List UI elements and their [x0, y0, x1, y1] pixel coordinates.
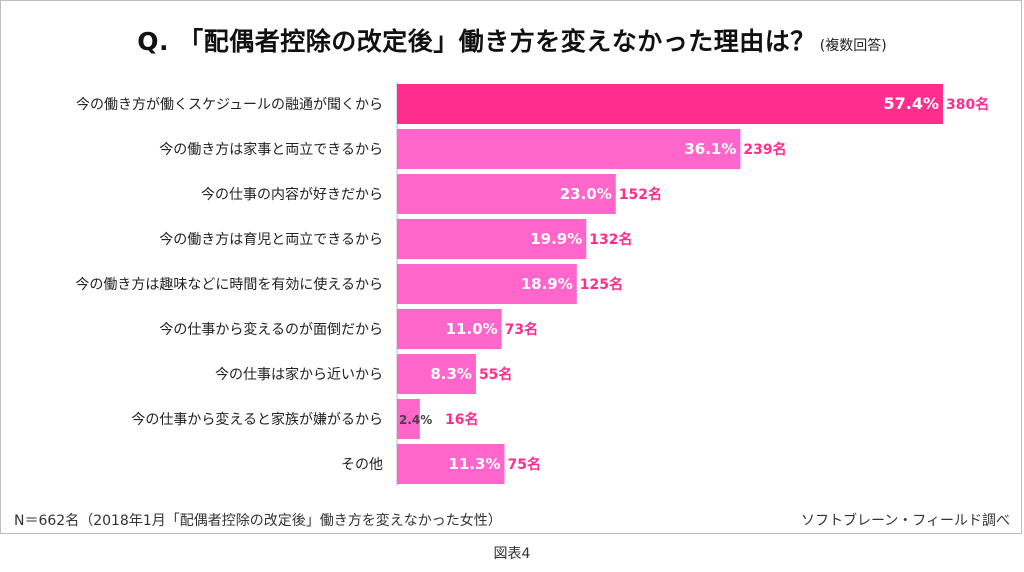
count-label: 132名 [589, 231, 632, 248]
chart-title: Q. 「配偶者控除の改定後」働き方を変えなかった理由は？ (複数回答) [0, 22, 1024, 58]
count-label: 55名 [479, 366, 512, 383]
bar [397, 219, 587, 259]
title-main: Q. 「配偶者控除の改定後」働き方を変えなかった理由は？ [137, 27, 816, 56]
bar [397, 354, 476, 394]
category-label: 今の働き方は趣味などに時間を有効に使えるから [75, 276, 383, 293]
category-label: 今の仕事は家から近いから [215, 366, 383, 383]
percent-label: 36.1% [684, 140, 736, 158]
count-label: 380名 [946, 96, 989, 113]
count-label: 75名 [507, 456, 540, 473]
bar [397, 174, 616, 214]
percent-label: 11.3% [448, 455, 500, 473]
percent-label: 23.0% [560, 185, 612, 203]
category-label: 今の仕事の内容が好きだから [201, 186, 383, 203]
category-label: 今の仕事から変えると家族が嫌がるから [131, 411, 383, 428]
percent-label: 11.0% [446, 320, 498, 338]
title-sub: (複数回答) [819, 38, 887, 54]
category-label: 今の働き方は育児と両立できるから [159, 232, 383, 248]
count-label: 73名 [505, 321, 538, 338]
bar [397, 264, 577, 304]
category-label: 今の仕事から変えるのが面倒だから [159, 321, 383, 338]
bar [397, 84, 943, 124]
bar [397, 399, 420, 439]
percent-label: 2.4% [399, 413, 432, 427]
count-label: 152名 [619, 186, 662, 203]
percent-label: 8.3% [430, 365, 472, 383]
count-label: 125名 [580, 276, 623, 293]
bar [397, 444, 505, 484]
category-label: 今の働き方が働くスケジュールの融通が聞くから [76, 97, 383, 113]
category-label: その他 [341, 457, 383, 473]
count-label: 16名 [445, 411, 478, 428]
percent-label: 18.9% [521, 275, 573, 293]
percent-label: 57.4% [883, 94, 939, 113]
category-label: 今の働き方は家事と両立できるから [159, 141, 383, 158]
percent-label: 19.9% [530, 230, 582, 248]
bar-chart: 今の働き方が働くスケジュールの融通が聞くから 57.4% 380名今の働き方は家事と… [75, 82, 989, 486]
bar [397, 129, 741, 169]
count-label: 239名 [743, 141, 786, 158]
source-credit: ソフトブレーン・フィールド調べ [800, 513, 1010, 529]
figure-caption: 図表4 [493, 546, 531, 562]
sample-footnote: N＝662名（2018年1月「配偶者控除の改定後」働き方を変えなかった女性） [14, 513, 502, 529]
bar [397, 309, 502, 349]
